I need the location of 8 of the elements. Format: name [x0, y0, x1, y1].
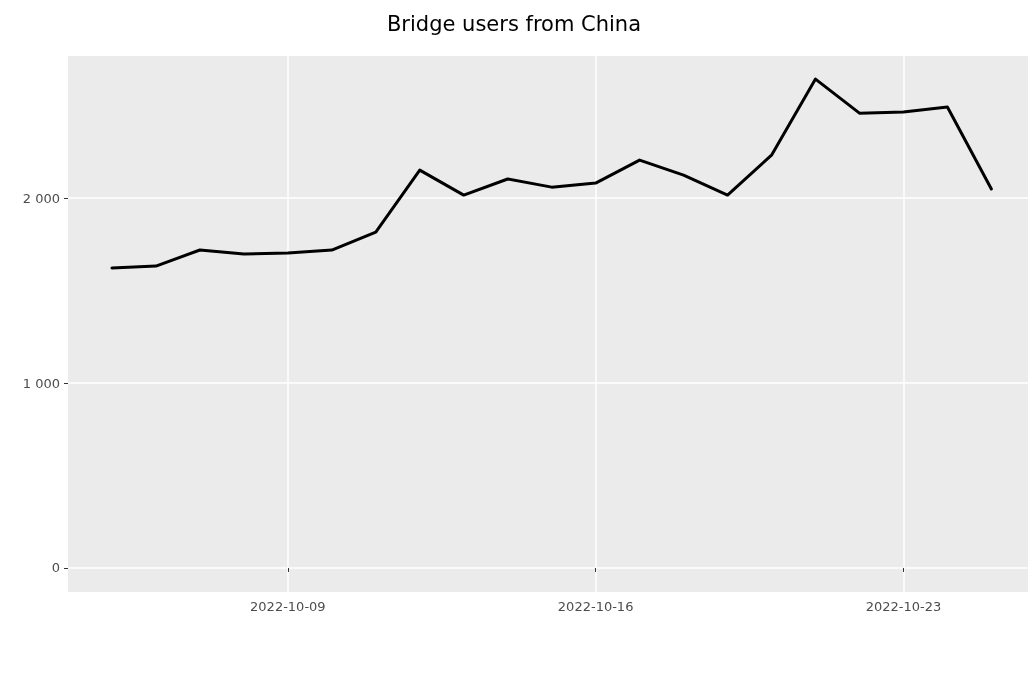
y-tick-label: 1 000: [22, 375, 60, 391]
x-tick-label: 2022-10-09: [250, 599, 326, 614]
y-tick-label: 0: [51, 560, 60, 576]
chart-title: Bridge users from China: [386, 11, 642, 36]
y-tick-label: 2 000: [22, 190, 60, 206]
line-series: [110, 77, 993, 270]
x-tick-label: 2022-10-23: [865, 599, 942, 614]
x-tick-label: 2022-10-16: [557, 599, 634, 614]
